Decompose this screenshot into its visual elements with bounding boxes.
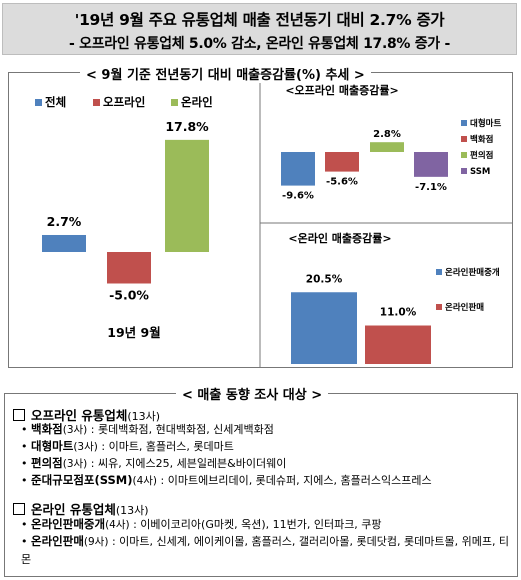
square-bullet-icon <box>13 409 25 421</box>
item-name: 준대규모점포(SSM) <box>31 473 133 487</box>
legend-swatch-온라인판매중개 <box>436 269 442 275</box>
item-name: 온라인판매 <box>31 534 84 548</box>
bar-오프라인 <box>107 252 151 284</box>
online-chart-title: <온라인 매출증감률> <box>288 231 391 245</box>
bar-ssm <box>414 152 448 177</box>
group-name: 온라인 유통업체 <box>31 502 116 517</box>
item-desc: : 씨유, 지에스25, 세븐일레븐&바이더웨이 <box>87 457 287 470</box>
legend-swatch-백화점 <box>461 136 467 142</box>
legend-label-온라인판매중개: 온라인판매중개 <box>445 267 500 278</box>
bar-온라인판매중개 <box>291 292 357 364</box>
data-label-온라인: 17.8% <box>165 119 209 134</box>
group-count: (13사) <box>115 504 149 517</box>
main-chart: 전체 오프라인 온라인 2.7% -5.0% 17.8% 19년 9월 <box>35 95 213 340</box>
headline-banner: '19년 9월 주요 유통업체 매출 전년동기 대비 2.7% 증가 - 오프라… <box>2 3 517 55</box>
data-label-백화점: -5.6% <box>326 177 358 188</box>
online-chart: <온라인 매출증감률> 20.5% 온라인판매중개 11.0% 온라인판매 <box>288 231 500 364</box>
list-item: • 백화점(3사) : 롯데백화점, 현대백화점, 신세계백화점 <box>21 422 274 436</box>
group-count: (13사) <box>127 410 161 423</box>
item-desc: : 이마트에브리데이, 롯데슈퍼, 지에스, 홈플러스익스프레스 <box>157 474 432 487</box>
legend-swatch-오프라인 <box>93 99 100 106</box>
bar-온라인판매 <box>365 325 431 364</box>
headline: '19년 9월 주요 유통업체 매출 전년동기 대비 2.7% 증가 <box>74 11 445 29</box>
item-count: (3사) <box>62 458 88 470</box>
legend-swatch-대형마트 <box>461 120 467 126</box>
survey-frame: 오프라인 유통업체(13사) • 백화점(3사) : 롯데백화점, 현대백화점,… <box>4 393 518 577</box>
legend-label-온라인: 온라인 <box>181 95 213 109</box>
legend-label-온라인판매: 온라인판매 <box>445 302 484 313</box>
charts-svg: 전체 오프라인 온라인 2.7% -5.0% 17.8% 19년 9월 <오프라인 매출증감… <box>35 73 512 367</box>
data-label-온라인판매: 11.0% <box>380 307 417 319</box>
item-count: (4사) <box>105 519 130 531</box>
list-item: • 대형마트(3사) : 이마트, 홈플러스, 롯데마트 <box>21 439 234 453</box>
chart-section-title: < 9월 기준 전년동기 대비 매출증감률(%) 추세 > <box>80 64 371 83</box>
item-desc: : 이베이코리아(G마켓, 옥션), 11번가, 인터파크, 쿠팡 <box>129 518 382 531</box>
item-count: (9사) <box>83 536 109 548</box>
offline-chart-title: <오프라인 매출증감률> <box>285 83 398 97</box>
group-name: 오프라인 유통업체 <box>31 408 128 423</box>
list-item: • 편의점(3사) : 씨유, 지에스25, 세븐일레븐&바이더웨이 <box>21 456 287 470</box>
data-label-전체: 2.7% <box>47 214 82 229</box>
item-name: 편의점 <box>31 456 63 470</box>
legend-label-오프라인: 오프라인 <box>103 95 145 109</box>
bar-편의점 <box>370 142 404 152</box>
bar-온라인 <box>165 139 209 252</box>
legend-swatch-온라인 <box>171 99 178 106</box>
item-name: 온라인판매중개 <box>31 517 106 531</box>
legend-swatch-ssm <box>461 168 467 174</box>
item-desc: : 이마트, 신세계, 에이케이몰, 홈플러스, 갤러리아몰, 롯데닷컴, 롯데… <box>21 535 510 566</box>
item-count: (3사) <box>62 424 88 436</box>
data-label-온라인판매중개: 20.5% <box>306 273 343 285</box>
x-axis-category: 19년 9월 <box>107 325 160 340</box>
data-label-대형마트: -9.6% <box>282 191 314 202</box>
legend-label-대형마트: 대형마트 <box>470 118 501 129</box>
legend-swatch-전체 <box>35 99 42 106</box>
legend-swatch-온라인판매 <box>436 304 442 310</box>
square-bullet-icon <box>13 503 25 515</box>
legend-label-ssm: SSM <box>470 167 490 177</box>
group-online: 온라인 유통업체(13사) <box>13 499 149 518</box>
legend-label-전체: 전체 <box>45 95 66 109</box>
bar-전체 <box>42 234 86 252</box>
item-name: 백화점 <box>31 422 63 436</box>
item-count: (3사) <box>73 441 98 453</box>
item-desc: : 롯데백화점, 현대백화점, 신세계백화점 <box>87 423 274 436</box>
list-item: • 온라인판매중개(4사) : 이베이코리아(G마켓, 옥션), 11번가, 인… <box>21 517 382 531</box>
subheadline: - 오프라인 유통업체 5.0% 감소, 온라인 유통업체 17.8% 증가 - <box>69 36 450 52</box>
legend-label-백화점: 백화점 <box>470 134 493 145</box>
chart-frame: 전체 오프라인 온라인 2.7% -5.0% 17.8% 19년 9월 <오프라인 매출증감… <box>8 72 513 368</box>
item-name: 대형마트 <box>31 439 74 453</box>
survey-title: < 매출 동향 조사 대상 > <box>176 384 329 403</box>
list-item: • 준대규모점포(SSM)(4사) : 이마트에브리데이, 롯데슈퍼, 지에스,… <box>21 473 432 487</box>
list-item: • 온라인판매(9사) : 이마트, 신세계, 에이케이몰, 홈플러스, 갤러리… <box>21 534 510 566</box>
bar-백화점 <box>325 152 359 172</box>
group-offline: 오프라인 유통업체(13사) <box>13 405 160 424</box>
legend-swatch-편의점 <box>461 152 467 158</box>
offline-chart: <오프라인 매출증감률> -9.6% 대형마트 -5.6% 백화점 2.8% 편의점 -7.1… <box>281 83 501 202</box>
data-label-편의점: 2.8% <box>373 129 401 140</box>
data-label-ssm: -7.1% <box>415 182 447 193</box>
item-desc: : 이마트, 홈플러스, 롯데마트 <box>97 440 234 453</box>
bar-대형마트 <box>281 152 315 186</box>
legend-label-편의점: 편의점 <box>470 150 493 161</box>
item-count: (4사) <box>132 475 158 487</box>
data-label-오프라인: -5.0% <box>109 288 149 303</box>
